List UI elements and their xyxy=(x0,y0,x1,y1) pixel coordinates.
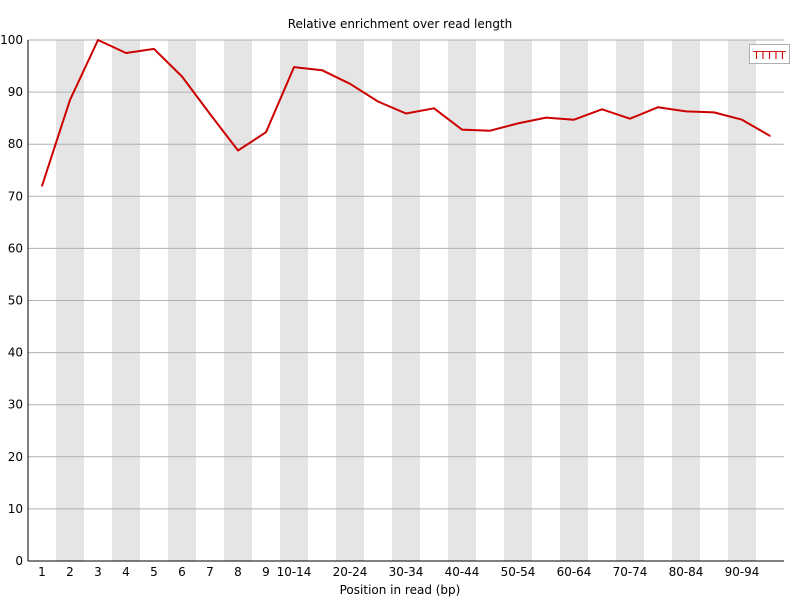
x-tick-label: 8 xyxy=(234,565,242,579)
data-point xyxy=(685,110,687,113)
x-tick-label: 5 xyxy=(150,565,158,579)
x-tick-label: 90-94 xyxy=(725,565,760,579)
data-point xyxy=(377,100,379,103)
y-tick-label: 90 xyxy=(8,85,23,99)
data-point xyxy=(713,111,715,114)
data-point xyxy=(153,48,155,50)
data-point xyxy=(125,52,127,54)
x-tick-label: 6 xyxy=(178,565,186,579)
legend-box xyxy=(749,44,790,64)
y-tick-label: 50 xyxy=(8,294,23,308)
x-tick-label: 3 xyxy=(94,565,102,579)
data-point xyxy=(657,106,659,109)
y-tick-label: 0 xyxy=(15,554,23,568)
y-tick-label: 10 xyxy=(8,502,23,516)
x-tick-label: 60-64 xyxy=(557,565,592,579)
data-point xyxy=(265,131,267,134)
data-point xyxy=(433,107,435,110)
data-point xyxy=(181,75,183,78)
data-point xyxy=(741,118,743,121)
axes xyxy=(27,40,784,562)
data-point xyxy=(769,135,771,137)
data-point xyxy=(545,116,547,119)
data-point xyxy=(461,128,463,131)
x-tick-label: 10-14 xyxy=(277,565,312,579)
data-point xyxy=(489,129,491,132)
x-axis-label: Position in read (bp) xyxy=(339,583,461,597)
data-point xyxy=(97,39,99,41)
legend-entry: TTTTT xyxy=(752,49,786,62)
data-point xyxy=(237,149,239,152)
x-tick-label: 30-34 xyxy=(389,565,424,579)
data-point xyxy=(629,117,631,120)
data-point xyxy=(209,113,211,115)
x-tick-label: 50-54 xyxy=(501,565,536,579)
y-tick-label: 100 xyxy=(0,33,23,47)
gridlines xyxy=(28,39,784,510)
y-tick-label: 40 xyxy=(8,346,23,360)
x-tick-label: 9 xyxy=(262,565,270,579)
x-tick-label: 7 xyxy=(206,565,214,579)
data-point xyxy=(69,99,71,101)
series-lines xyxy=(41,39,771,187)
y-tick-label: 60 xyxy=(8,241,23,255)
y-tick-labels: 0 10 20 30 40 50 60 70 80 90 100 xyxy=(0,33,23,568)
y-tick-label: 70 xyxy=(8,189,23,203)
x-tick-label: 2 xyxy=(66,565,74,579)
y-tick-label: 80 xyxy=(8,137,23,151)
x-tick-label: 1 xyxy=(38,565,46,579)
y-tick-label: 20 xyxy=(8,450,23,464)
chart-title: Relative enrichment over read length xyxy=(287,17,513,31)
x-tick-label: 4 xyxy=(122,565,130,579)
data-point xyxy=(517,122,519,125)
x-tick-label: 40-44 xyxy=(445,565,480,579)
data-point xyxy=(293,66,295,68)
x-tick-labels: 1 2 3 4 5 6 7 8 9 10-14 20-24 30-34 40-44 50-54 60-64 7… xyxy=(38,565,759,579)
data-point xyxy=(349,82,351,85)
data-point xyxy=(41,185,43,187)
legend: TTTTT xyxy=(749,44,790,64)
x-tick-label: 80-84 xyxy=(669,565,704,579)
x-tick-label: 70-74 xyxy=(613,565,648,579)
x-tick-label: 20-24 xyxy=(333,565,368,579)
data-point xyxy=(405,112,407,115)
data-point xyxy=(573,118,575,121)
y-tick-label: 30 xyxy=(8,398,23,412)
data-point xyxy=(601,108,603,111)
data-point xyxy=(321,69,323,72)
